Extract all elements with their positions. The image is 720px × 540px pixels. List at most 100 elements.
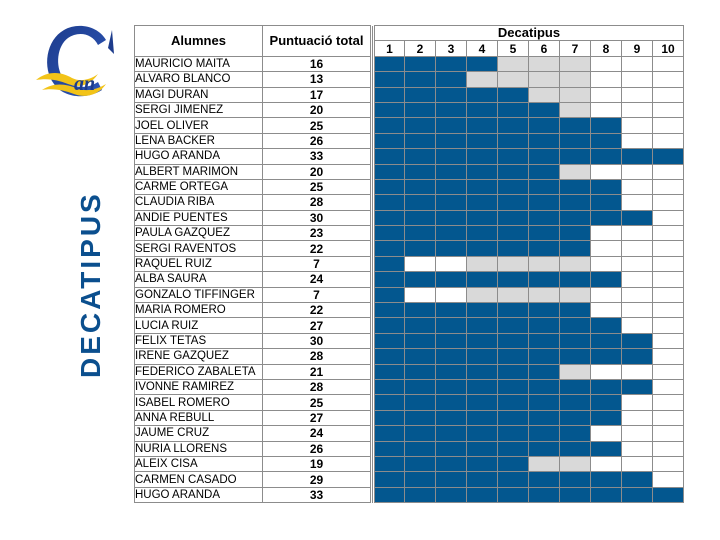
decatipus-cell-1 <box>374 332 405 350</box>
decatipus-cell-8 <box>590 148 622 165</box>
decatipus-cell-1 <box>374 378 405 396</box>
total-score: 23 <box>262 225 371 242</box>
decatipus-cell-4 <box>466 240 498 257</box>
decatipus-cell-9 <box>621 440 653 457</box>
decatipus-cell-2 <box>404 209 436 227</box>
decatipus-cell-4 <box>466 486 498 504</box>
decatipus-cell-4 <box>466 332 498 350</box>
decatipus-cell-3 <box>435 240 467 257</box>
table-row: CARMEN CASADO 29 <box>134 471 684 488</box>
decatipus-cell-9 <box>621 302 653 319</box>
total-score: 30 <box>262 332 371 350</box>
decatipus-cell-4 <box>466 178 498 196</box>
decatipus-cell-3 <box>435 163 467 180</box>
decatipus-cell-10 <box>652 317 684 334</box>
decatipus-cell-7 <box>559 394 591 411</box>
decatipus-cell-1 <box>374 425 405 442</box>
decatipus-cell-8 <box>590 132 622 150</box>
decatipus-cell-7 <box>559 378 591 396</box>
decatipus-cell-7 <box>559 332 591 350</box>
decatipus-cell-8 <box>590 240 622 257</box>
table-row: LENA BACKER 26 <box>134 132 684 150</box>
decatipus-cell-3 <box>435 317 467 334</box>
decatipus-cell-8 <box>590 409 622 427</box>
decatipus-cell-8 <box>590 440 622 457</box>
decatipus-cell-9 <box>621 132 653 150</box>
decatipus-cell-9 <box>621 225 653 242</box>
decatipus-cell-7 <box>559 55 591 73</box>
decatipus-cell-1 <box>374 86 405 103</box>
student-name: NURIA LLORENS <box>134 440 263 457</box>
decatipus-cell-7 <box>559 455 591 473</box>
table-row: LUCIA RUIZ 27 <box>134 317 684 334</box>
decatipus-cell-10 <box>652 71 684 88</box>
decatipus-cell-9 <box>621 332 653 350</box>
table-row: MARIA ROMERO 22 <box>134 302 684 319</box>
decatipus-cell-5 <box>497 455 529 473</box>
student-name: ALVARO BLANCO <box>134 71 263 88</box>
decatipus-cell-7 <box>559 71 591 88</box>
decatipus-cell-1 <box>374 255 405 273</box>
decatipus-cell-8 <box>590 117 622 134</box>
svg-text:an: an <box>74 73 95 95</box>
decatipus-cell-4 <box>466 71 498 88</box>
decatipus-cell-9 <box>621 363 653 380</box>
decatipus-cell-9 <box>621 117 653 134</box>
decatipus-cell-10 <box>652 101 684 119</box>
table-row: IRENE GAZQUEZ 28 <box>134 348 684 365</box>
decatipus-cell-5 <box>497 163 529 180</box>
decatipus-cell-4 <box>466 317 498 334</box>
table-row: GONZALO TIFFINGER 7 <box>134 286 684 304</box>
student-name: HUGO ARANDA <box>134 148 263 165</box>
decatipus-cell-8 <box>590 55 622 73</box>
decatipus-cell-4 <box>466 302 498 319</box>
decatipus-cell-6 <box>528 471 560 488</box>
decatipus-cell-10 <box>652 194 684 211</box>
decatipus-cell-4 <box>466 271 498 288</box>
decatipus-cell-8 <box>590 394 622 411</box>
decatipus-cell-5 <box>497 225 529 242</box>
decatipus-cell-10 <box>652 486 684 504</box>
decatipus-cell-4 <box>466 86 498 103</box>
decatipus-cell-3 <box>435 394 467 411</box>
total-score: 24 <box>262 271 371 288</box>
decatipus-cell-10 <box>652 409 684 427</box>
decatipus-cell-6 <box>528 194 560 211</box>
decatipus-column-header: 3 <box>435 40 467 57</box>
decatipus-cell-2 <box>404 101 436 119</box>
decatipus-cell-10 <box>652 440 684 457</box>
decatipus-cell-4 <box>466 471 498 488</box>
decatipus-cell-5 <box>497 209 529 227</box>
total-score: 26 <box>262 440 371 457</box>
total-score: 16 <box>262 55 371 73</box>
total-score: 33 <box>262 486 371 504</box>
decatipus-cell-5 <box>497 86 529 103</box>
decatipus-cell-4 <box>466 348 498 365</box>
table-row: ALEIX CISA 19 <box>134 455 684 473</box>
decatipus-cell-8 <box>590 101 622 119</box>
decatipus-cell-4 <box>466 286 498 304</box>
decatipus-cell-1 <box>374 471 405 488</box>
student-name: FEDERICO ZABALETA <box>134 363 263 380</box>
decatipus-cell-1 <box>374 240 405 257</box>
decatipus-cell-5 <box>497 409 529 427</box>
decatipus-cell-4 <box>466 440 498 457</box>
decatipus-cell-10 <box>652 455 684 473</box>
decatipus-cell-3 <box>435 255 467 273</box>
decatipus-cell-2 <box>404 332 436 350</box>
decatipus-cell-6 <box>528 240 560 257</box>
decatipus-cell-5 <box>497 271 529 288</box>
total-score: 26 <box>262 132 371 150</box>
decatipus-cell-5 <box>497 148 529 165</box>
decatipus-cell-6 <box>528 286 560 304</box>
decatipus-cell-3 <box>435 348 467 365</box>
decatipus-cell-8 <box>590 317 622 334</box>
decatipus-cell-8 <box>590 348 622 365</box>
total-score: 20 <box>262 101 371 119</box>
page-title: DECATIPUS <box>75 191 106 378</box>
total-score: 27 <box>262 409 371 427</box>
decatipus-cell-3 <box>435 378 467 396</box>
decatipus-cell-4 <box>466 425 498 442</box>
table-row: ALBERT MARIMON 20 <box>134 163 684 180</box>
decatipus-cell-8 <box>590 209 622 227</box>
